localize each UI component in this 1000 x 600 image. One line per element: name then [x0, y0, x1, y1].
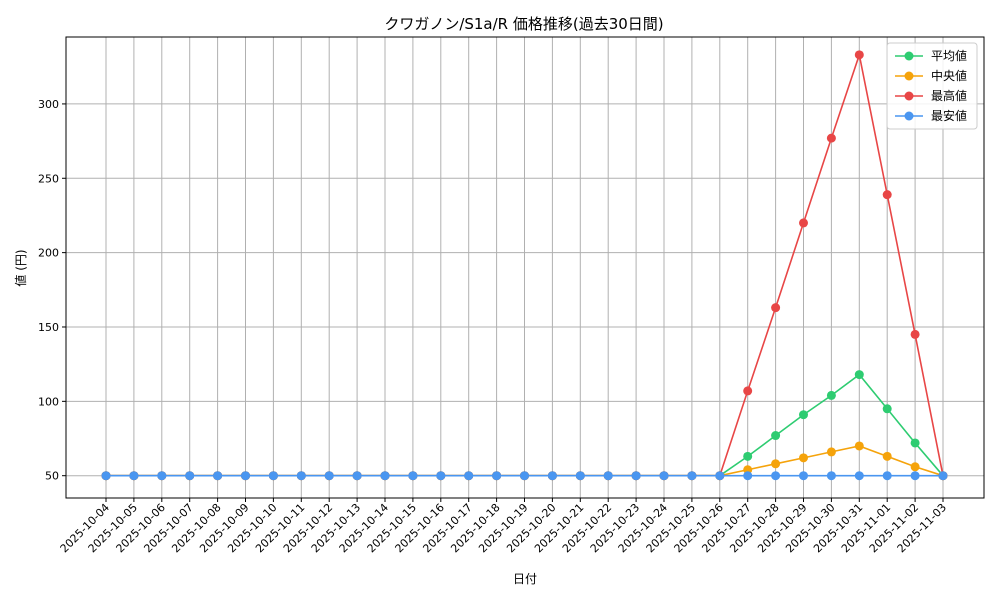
- data-point: [715, 471, 725, 481]
- data-point: [910, 329, 920, 339]
- data-point: [826, 133, 836, 143]
- data-point: [826, 447, 836, 457]
- data-point: [687, 471, 697, 481]
- data-point: [771, 431, 781, 441]
- data-point: [492, 471, 502, 481]
- data-point: [408, 471, 418, 481]
- data-point: [882, 471, 892, 481]
- data-point: [520, 471, 529, 481]
- legend-label: 最高値: [931, 88, 967, 103]
- data-point: [910, 462, 920, 472]
- data-point: [464, 471, 474, 481]
- data-point: [854, 50, 864, 60]
- data-point: [771, 471, 781, 481]
- data-point: [910, 438, 920, 448]
- data-point: [771, 459, 781, 469]
- data-point: [157, 471, 167, 481]
- data-point: [799, 218, 808, 228]
- y-tick-label: 200: [38, 247, 59, 260]
- data-point: [771, 303, 781, 313]
- data-point: [826, 471, 836, 481]
- data-point: [938, 471, 948, 481]
- data-point: [799, 453, 808, 463]
- grid: [66, 37, 984, 498]
- legend-swatch-marker: [904, 91, 914, 101]
- data-point: [547, 471, 557, 481]
- data-point: [854, 441, 864, 451]
- legend-swatch-marker: [904, 51, 914, 61]
- legend-label: 最安値: [931, 108, 967, 123]
- data-point: [910, 471, 920, 481]
- y-tick-label: 150: [38, 321, 59, 334]
- data-point: [603, 471, 613, 481]
- data-point: [659, 471, 669, 481]
- y-tick-label: 100: [38, 395, 59, 408]
- y-tick-label: 50: [45, 470, 59, 483]
- data-point: [436, 471, 446, 481]
- data-point: [241, 471, 250, 481]
- data-point: [213, 471, 223, 481]
- legend-label: 中央値: [931, 68, 967, 83]
- data-point: [743, 471, 753, 481]
- data-point: [296, 471, 306, 481]
- legend-swatch-marker: [904, 71, 914, 81]
- data-point: [799, 471, 808, 481]
- y-axis-label: 値 (円): [13, 249, 28, 286]
- data-point: [129, 471, 139, 481]
- data-point: [101, 471, 111, 481]
- data-point: [185, 471, 195, 481]
- data-point: [631, 471, 641, 481]
- data-point: [882, 404, 892, 414]
- legend-box: [886, 42, 978, 130]
- data-point: [854, 370, 864, 380]
- series-3: [101, 471, 948, 481]
- y-axis: 50 100 150 200 250 300: [38, 98, 66, 483]
- data-point: [268, 471, 278, 481]
- data-point: [799, 410, 808, 420]
- y-tick-label: 250: [38, 172, 59, 185]
- chart-title: クワガノン/S1a/R 価格推移(過去30日間): [384, 15, 663, 33]
- data-point: [324, 471, 334, 481]
- series-group: [101, 50, 948, 481]
- y-tick-label: 300: [38, 98, 59, 111]
- data-point: [352, 471, 362, 481]
- data-point: [882, 190, 892, 200]
- data-point: [743, 386, 753, 396]
- data-point: [854, 471, 864, 481]
- legend-label: 平均値: [931, 48, 967, 63]
- x-axis: 2025-10-042025-10-052025-10-062025-10-07…: [58, 498, 949, 555]
- legend-swatch-marker: [904, 111, 914, 121]
- data-point: [743, 451, 753, 461]
- data-point: [575, 471, 585, 481]
- data-point: [882, 451, 892, 461]
- data-point: [380, 471, 390, 481]
- x-axis-label: 日付: [513, 572, 537, 586]
- data-point: [826, 390, 836, 400]
